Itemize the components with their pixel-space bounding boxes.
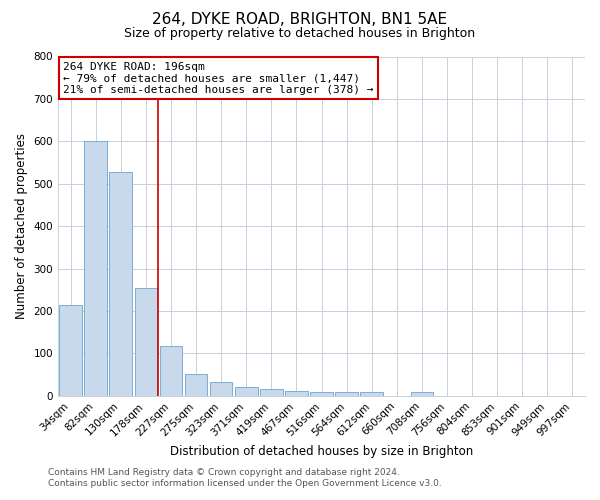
Bar [410, 392, 433, 396]
Bar [335, 392, 358, 396]
Bar [59, 304, 82, 396]
X-axis label: Distribution of detached houses by size in Brighton: Distribution of detached houses by size … [170, 444, 473, 458]
Bar [260, 388, 283, 396]
Bar [210, 382, 232, 396]
Bar [85, 142, 107, 396]
Bar [235, 388, 257, 396]
Bar [160, 346, 182, 396]
Bar [310, 392, 333, 396]
Y-axis label: Number of detached properties: Number of detached properties [15, 133, 28, 319]
Text: Size of property relative to detached houses in Brighton: Size of property relative to detached ho… [124, 28, 476, 40]
Text: Contains HM Land Registry data © Crown copyright and database right 2024.
Contai: Contains HM Land Registry data © Crown c… [48, 468, 442, 487]
Bar [361, 392, 383, 396]
Text: 264 DYKE ROAD: 196sqm
← 79% of detached houses are smaller (1,447)
21% of semi-d: 264 DYKE ROAD: 196sqm ← 79% of detached … [64, 62, 374, 95]
Bar [109, 172, 132, 396]
Text: 264, DYKE ROAD, BRIGHTON, BN1 5AE: 264, DYKE ROAD, BRIGHTON, BN1 5AE [152, 12, 448, 28]
Bar [134, 288, 157, 396]
Bar [285, 390, 308, 396]
Bar [185, 374, 208, 396]
